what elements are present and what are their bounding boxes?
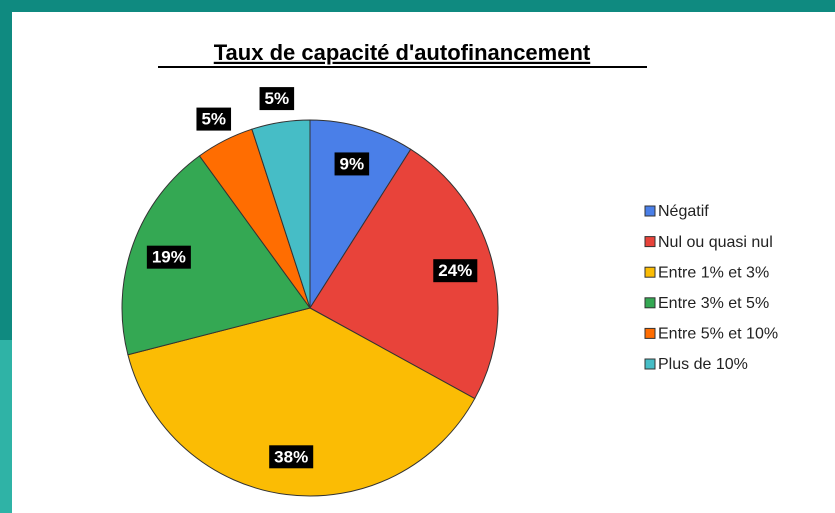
pie-slice xyxy=(309,148,499,400)
legend-label: Entre 5% et 10% xyxy=(658,326,778,343)
pie-slice xyxy=(121,155,311,356)
data-label: 24% xyxy=(438,261,472,280)
data-label-box xyxy=(259,87,295,111)
legend-label: Entre 1% et 3% xyxy=(658,264,769,281)
data-label-box xyxy=(433,259,478,283)
legend-label: Entre 3% et 5% xyxy=(658,295,769,312)
side-strip xyxy=(0,340,12,513)
legend-swatch xyxy=(644,236,656,248)
data-label: 19% xyxy=(152,248,186,267)
legend-swatch xyxy=(644,327,656,339)
data-label: 5% xyxy=(201,110,226,129)
legend-swatch xyxy=(644,297,656,309)
pie-slice xyxy=(251,119,311,309)
chart-title: Taux de capacité d'autofinancement xyxy=(214,40,591,65)
legend-swatch xyxy=(644,266,656,278)
data-label-box xyxy=(196,107,232,131)
legend-swatch xyxy=(644,205,656,217)
data-label-box xyxy=(269,445,314,469)
legend-label: Nul ou quasi nul xyxy=(658,234,773,251)
legend-swatch xyxy=(644,358,656,370)
data-label: 9% xyxy=(340,154,365,173)
data-label: 5% xyxy=(265,89,290,108)
data-label-box xyxy=(146,245,191,269)
pie-slice xyxy=(127,307,476,497)
legend-label: Plus de 10% xyxy=(658,356,748,373)
legend-label: Négatif xyxy=(658,203,709,220)
data-label: 38% xyxy=(274,447,308,466)
data-label-box xyxy=(334,152,370,176)
